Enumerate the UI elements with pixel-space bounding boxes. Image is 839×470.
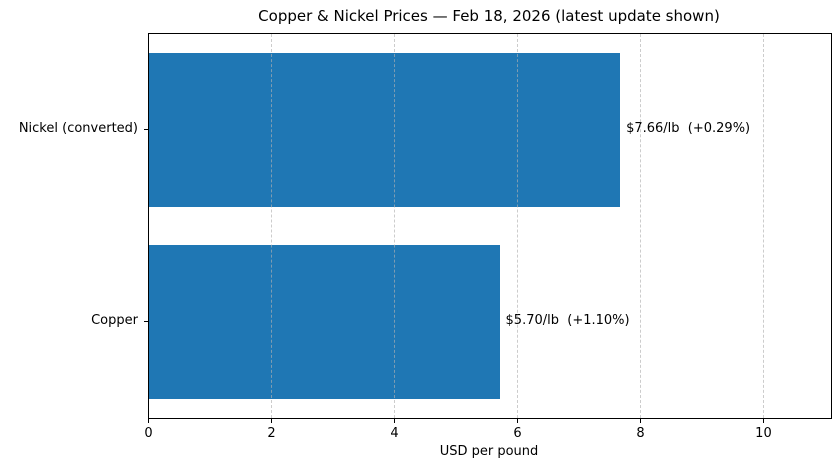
y-tick-label: Nickel (converted) (18, 121, 138, 137)
y-tick-mark (144, 320, 148, 322)
bar-value-label: $5.70/lb (+1.10%) (505, 313, 630, 329)
x-tick-mark (148, 418, 149, 423)
x-tick-mark (762, 418, 764, 423)
x-tick-label: 2 (267, 426, 276, 441)
bar-value-label: $7.66/lb (+0.29%) (626, 121, 751, 137)
x-tick-label: 0 (144, 426, 153, 441)
x-tick-label: 8 (636, 426, 645, 441)
y-tick-label: Copper (91, 313, 138, 329)
gridline (394, 34, 396, 418)
x-tick-mark (270, 418, 272, 423)
gridline (640, 34, 642, 418)
chart-title: Copper & Nickel Prices — Feb 18, 2026 (l… (258, 7, 720, 25)
x-axis-label: USD per pound (439, 444, 539, 459)
bar-copper (149, 245, 500, 399)
x-tick-mark (393, 418, 395, 423)
x-tick-label: 4 (390, 426, 399, 441)
y-tick-mark (144, 128, 148, 130)
x-tick-label: 10 (755, 426, 772, 441)
plot-area (148, 33, 832, 419)
x-tick-label: 6 (513, 426, 522, 441)
x-tick-mark (516, 418, 518, 423)
gridline (271, 34, 273, 418)
x-tick-mark (639, 418, 641, 423)
gridline (763, 34, 765, 418)
gridline (517, 34, 519, 418)
bar-nickel-converted (149, 53, 621, 207)
